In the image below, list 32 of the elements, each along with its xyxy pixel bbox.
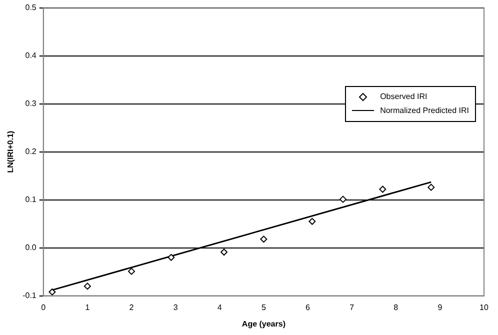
point <box>428 184 435 191</box>
y-tick-label: 0.4 <box>25 51 37 60</box>
y-tick-label: 0.1 <box>25 195 37 204</box>
x-tick-label: 10 <box>480 302 489 312</box>
x-tick-label: 1 <box>85 302 90 312</box>
x-tick-label: 4 <box>217 302 222 312</box>
x-tick-label: 6 <box>306 302 311 312</box>
x-tick-label: 9 <box>438 302 443 312</box>
point <box>168 254 175 261</box>
y-tick-label: 0.2 <box>25 147 37 156</box>
x-tick-label: 3 <box>173 302 178 312</box>
x-tick-label: 7 <box>350 302 355 312</box>
point <box>128 268 136 275</box>
y-tick-label: 0.3 <box>25 99 37 108</box>
x-tick-label: 0 <box>41 302 46 312</box>
point <box>379 186 386 193</box>
point <box>48 288 56 296</box>
x-axis-title: Age (years) <box>242 319 286 328</box>
y-tick-label: 0.0 <box>25 243 37 252</box>
x-tick-label: 8 <box>394 302 399 312</box>
point <box>260 236 268 243</box>
y-tick-label: -0.1 <box>22 291 37 300</box>
x-tick-label: 5 <box>261 302 266 312</box>
x-tick-label: 2 <box>129 302 134 312</box>
y-tick-label: 0.5 <box>25 3 37 12</box>
point <box>340 196 347 203</box>
legend-label: Normalized Predicted IRI <box>380 104 469 117</box>
legend-label: Observed IRI <box>380 90 428 103</box>
point <box>84 282 91 290</box>
point <box>220 248 228 256</box>
y-axis-title: LN(IRI+0.1) <box>6 130 16 173</box>
point <box>308 218 316 225</box>
